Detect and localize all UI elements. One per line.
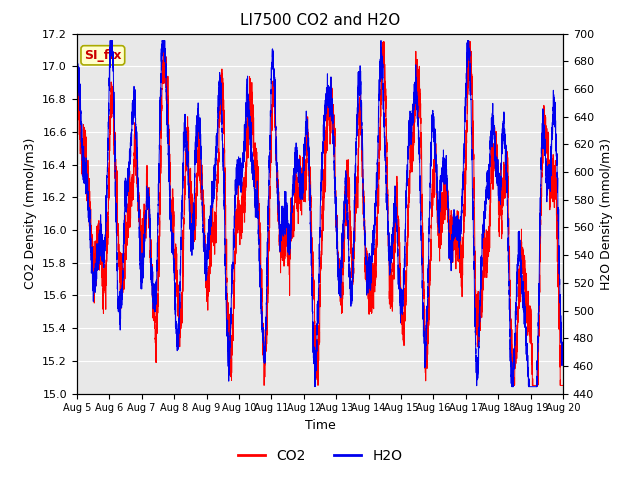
Text: SI_flx: SI_flx (84, 49, 122, 62)
Legend: CO2, H2O: CO2, H2O (232, 443, 408, 468)
X-axis label: Time: Time (305, 419, 335, 432)
Y-axis label: H2O Density (mmol/m3): H2O Density (mmol/m3) (600, 138, 612, 289)
Title: LI7500 CO2 and H2O: LI7500 CO2 and H2O (240, 13, 400, 28)
Y-axis label: CO2 Density (mmol/m3): CO2 Density (mmol/m3) (24, 138, 36, 289)
